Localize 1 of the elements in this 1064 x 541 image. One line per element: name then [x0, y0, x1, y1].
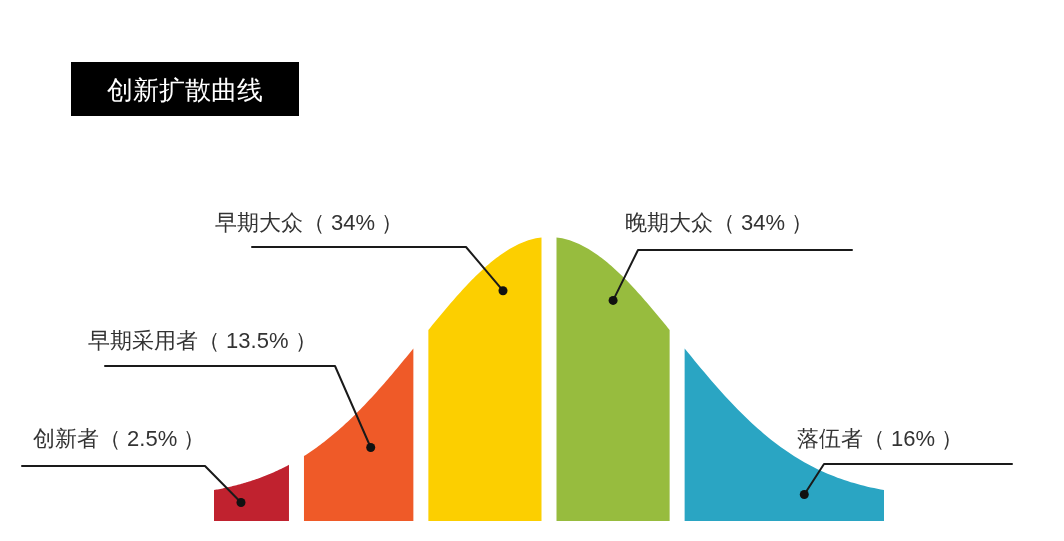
title: 创新扩散曲线 — [71, 62, 299, 116]
